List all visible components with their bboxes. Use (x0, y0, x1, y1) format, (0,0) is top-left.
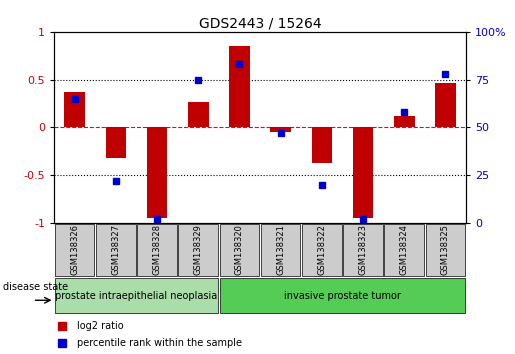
Bar (55, 224, 94, 275)
Bar (106, 127, 126, 158)
Text: invasive prostate tumor: invasive prostate tumor (284, 291, 401, 301)
Title: GDS2443 / 15264: GDS2443 / 15264 (199, 17, 321, 31)
Bar (96, 224, 135, 275)
Bar (188, 102, 209, 127)
Bar (138, 224, 177, 275)
Text: GSM138320: GSM138320 (235, 224, 244, 275)
Bar (270, 127, 291, 132)
Bar (353, 127, 373, 218)
Bar (179, 224, 218, 275)
Bar (394, 116, 415, 127)
Text: percentile rank within the sample: percentile rank within the sample (77, 338, 242, 348)
Text: GSM138329: GSM138329 (194, 224, 203, 275)
Bar (302, 224, 341, 275)
Text: GSM138323: GSM138323 (358, 224, 368, 275)
Bar (220, 278, 465, 313)
Bar (344, 224, 383, 275)
Bar (435, 82, 456, 127)
Text: prostate intraepithelial neoplasia: prostate intraepithelial neoplasia (55, 291, 218, 301)
Text: GSM138322: GSM138322 (317, 224, 327, 275)
Bar (55, 278, 218, 313)
Text: GSM138321: GSM138321 (276, 224, 285, 275)
Text: disease state: disease state (3, 282, 68, 292)
Text: log2 ratio: log2 ratio (77, 321, 124, 331)
Text: GSM138325: GSM138325 (441, 224, 450, 275)
Text: GSM138326: GSM138326 (70, 224, 79, 275)
Text: GSM138328: GSM138328 (152, 224, 162, 275)
Bar (229, 46, 250, 127)
Bar (261, 224, 300, 275)
Bar (220, 224, 259, 275)
Bar (312, 127, 332, 163)
Text: GSM138327: GSM138327 (111, 224, 121, 275)
Bar (64, 92, 85, 127)
Bar (147, 127, 167, 218)
Bar (385, 224, 424, 275)
Bar (426, 224, 465, 275)
Text: GSM138324: GSM138324 (400, 224, 409, 275)
